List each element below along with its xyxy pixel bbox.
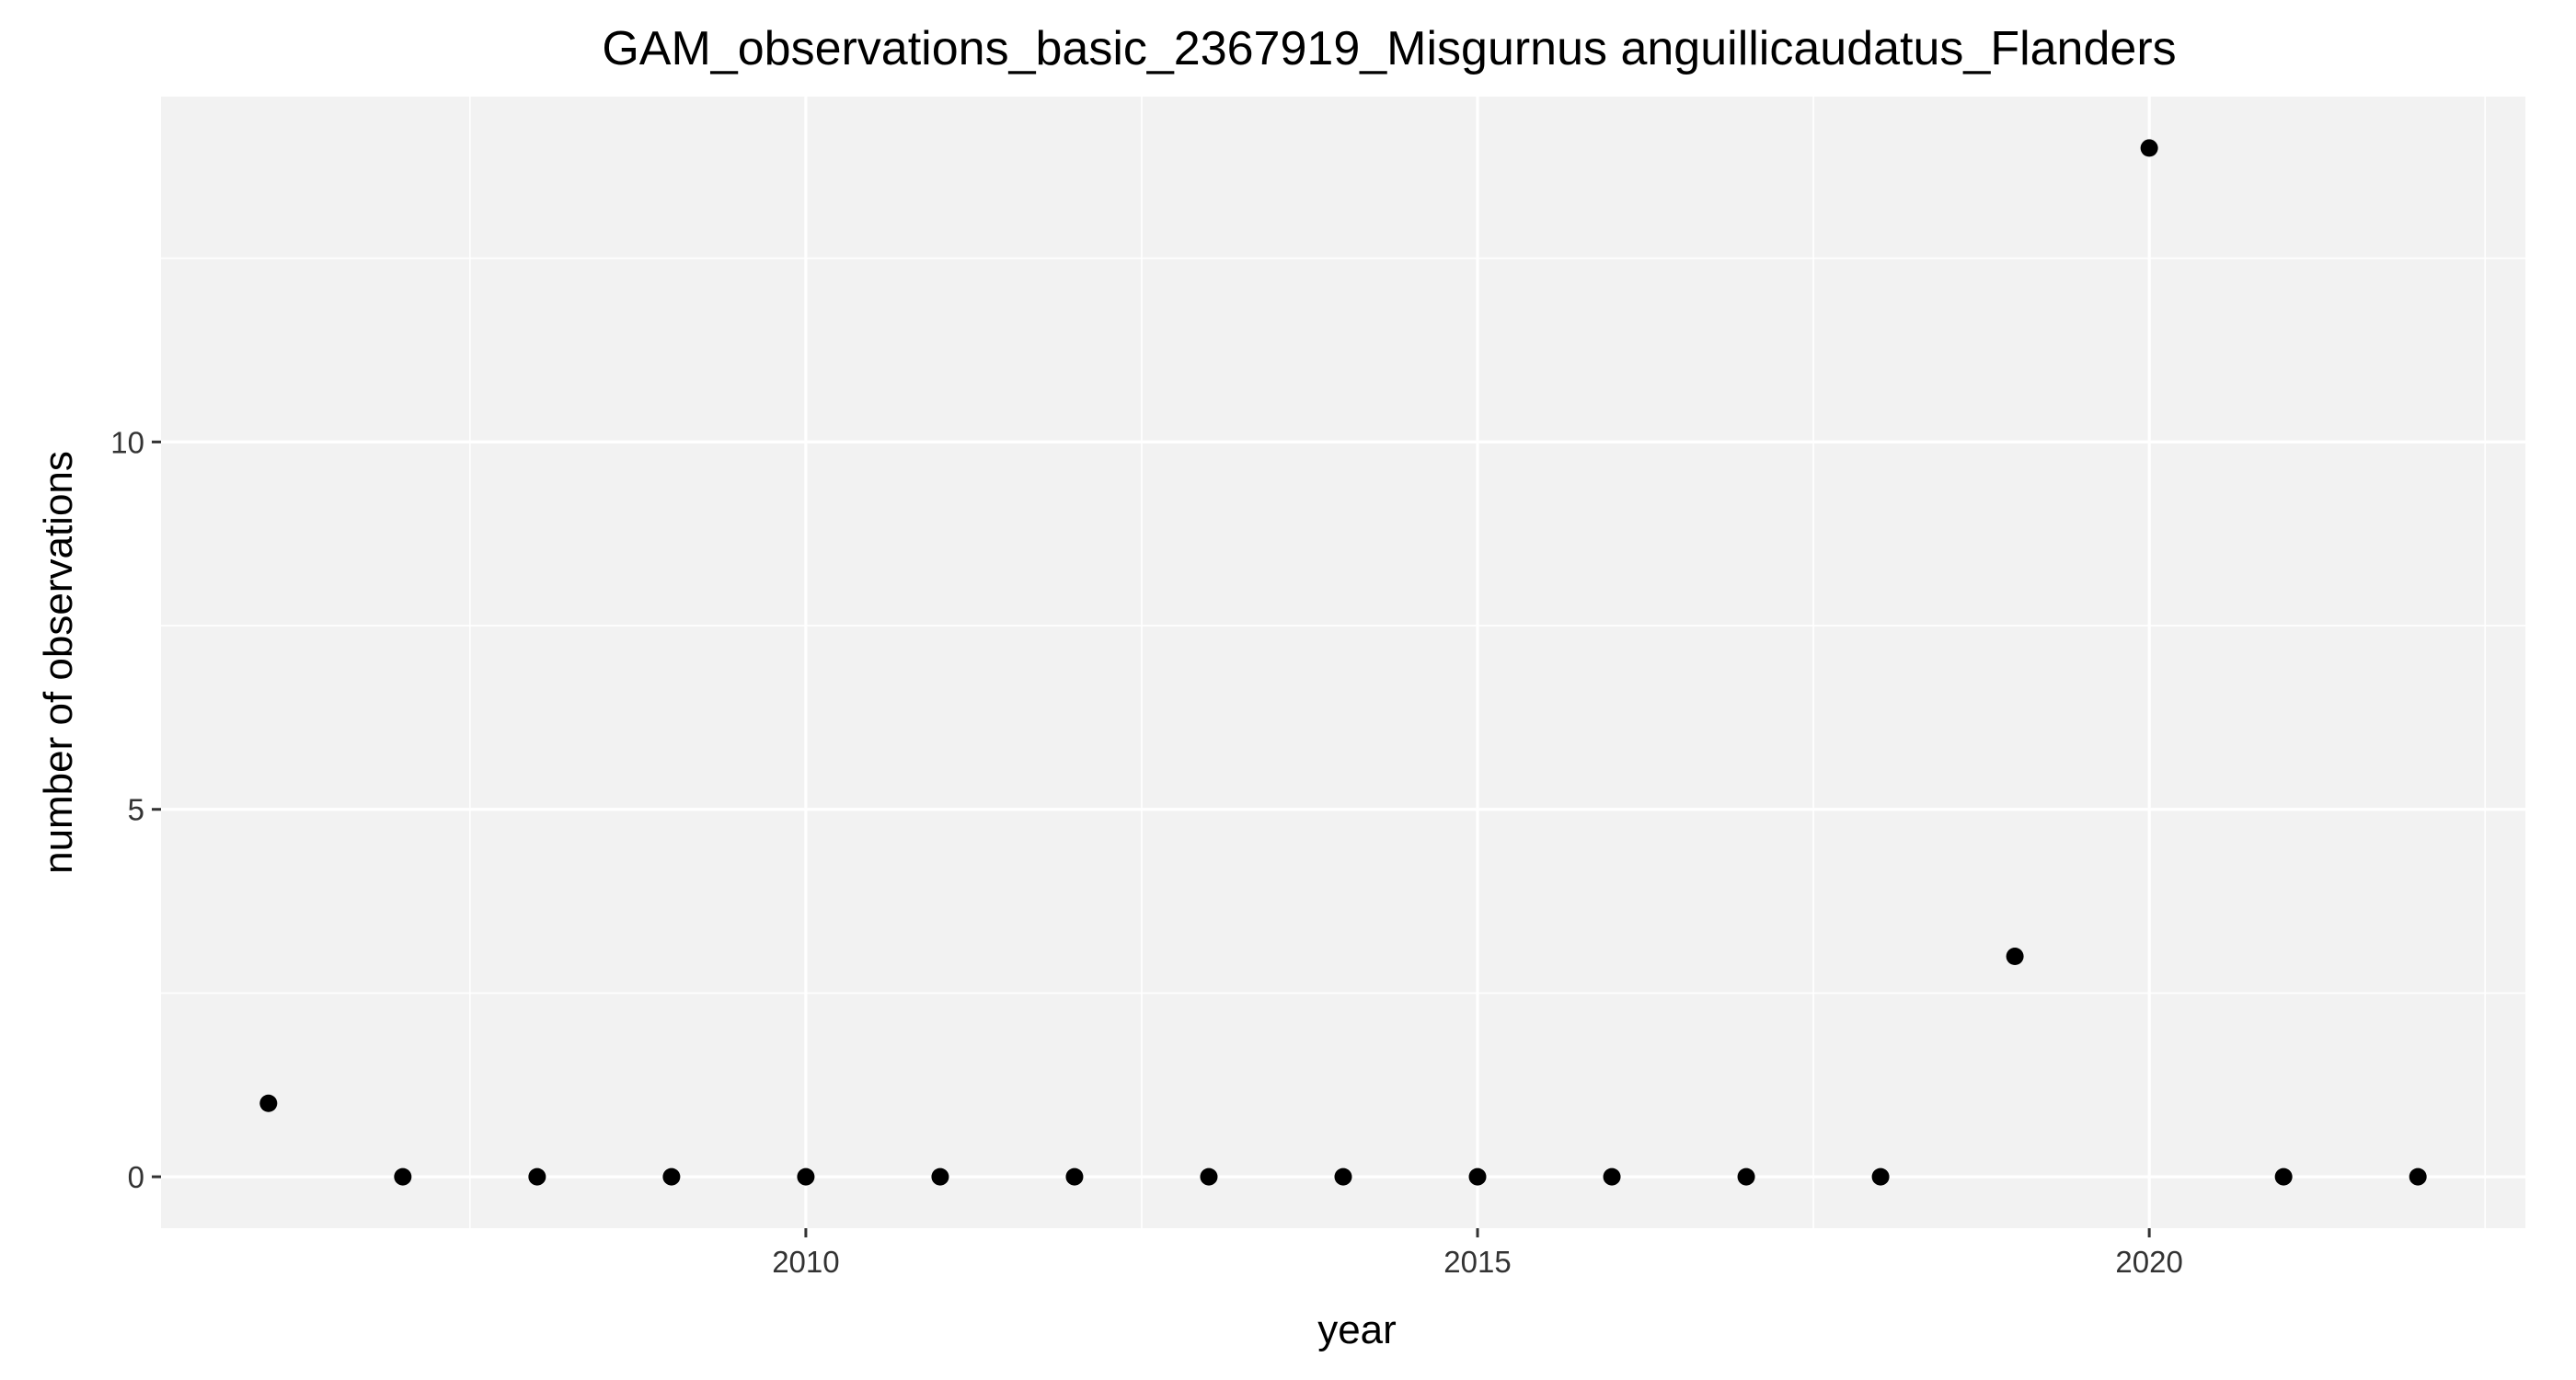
data-point-16 — [2409, 1167, 2427, 1186]
x-tick-label-0: 2010 — [772, 1245, 839, 1279]
y-tick-label-0: 0 — [128, 1160, 144, 1194]
data-point-12 — [1871, 1167, 1890, 1186]
data-point-15 — [2274, 1167, 2293, 1186]
data-point-10 — [1603, 1167, 1621, 1186]
x-axis-label: year — [1317, 1307, 1397, 1352]
data-point-2 — [528, 1167, 546, 1186]
data-point-3 — [662, 1167, 681, 1186]
y-axis: 0 5 10 — [110, 425, 161, 1194]
plot-panel — [161, 97, 2525, 1228]
x-tick-label-1: 2015 — [1443, 1245, 1511, 1279]
major-gridlines — [161, 97, 2525, 1228]
minor-gridlines — [161, 97, 2525, 1228]
data-point-14 — [2140, 139, 2158, 157]
data-point-0 — [259, 1094, 278, 1112]
data-point-4 — [797, 1167, 815, 1186]
x-axis: 2010 2015 2020 — [772, 1228, 2183, 1279]
data-point-9 — [1468, 1167, 1487, 1186]
data-point-1 — [394, 1167, 412, 1186]
data-point-13 — [2006, 947, 2024, 965]
y-tick-label-1: 5 — [128, 793, 144, 827]
data-point-6 — [1065, 1167, 1084, 1186]
data-point-7 — [1200, 1167, 1218, 1186]
x-tick-label-2: 2020 — [2115, 1245, 2182, 1279]
data-point-5 — [931, 1167, 949, 1186]
y-tick-label-2: 10 — [110, 425, 144, 459]
data-points — [259, 139, 2427, 1186]
data-point-8 — [1334, 1167, 1352, 1186]
data-point-11 — [1737, 1167, 1755, 1186]
y-axis-label: number of observations — [36, 451, 81, 874]
chart-title: GAM_observations_basic_2367919_Misgurnus… — [602, 22, 2176, 75]
